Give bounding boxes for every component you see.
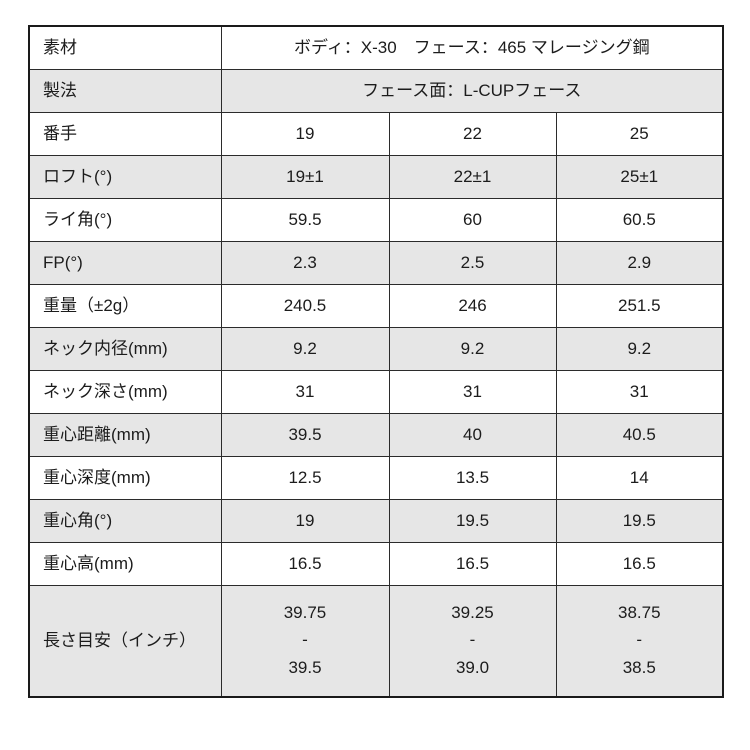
length-max-3: 38.75: [617, 602, 661, 622]
cell-cg-angle-1: 19: [220, 498, 390, 543]
cell-neck-depth-1: 31: [220, 369, 390, 414]
cell-club-number-22: 22: [388, 111, 557, 156]
cell-weight-3: 251.5: [555, 283, 724, 328]
row-label-neck-inner-diameter: ネック内径(mm): [28, 326, 222, 371]
cell-cg-angle-2: 19.5: [388, 498, 557, 543]
length-dash-1: -: [302, 630, 308, 650]
cell-cg-height-1: 16.5: [220, 541, 390, 586]
row-label-neck-depth: ネック深さ(mm): [28, 369, 222, 414]
cell-loft-2: 22±1: [388, 154, 557, 199]
cell-weight-1: 240.5: [220, 283, 390, 328]
cell-length-1: 39.75 - 39.5: [220, 584, 390, 698]
row-label-length: 長さ目安（インチ）: [28, 584, 222, 698]
cell-loft-3: 25±1: [555, 154, 724, 199]
cell-fp-2: 2.5: [388, 240, 557, 285]
table-row-club-number: 番手 19 22 25: [28, 111, 724, 156]
row-value-manufacturing: フェース面：L-CUPフェース: [220, 68, 724, 113]
length-min-1: 39.5: [288, 658, 322, 678]
row-label-manufacturing: 製法: [28, 68, 222, 113]
length-range-2: 39.25 - 39.0: [390, 602, 556, 678]
row-label-lie-angle: ライ角(°): [28, 197, 222, 242]
table-row-material: 素材 ボディ：X-30 フェース：465 マレージング鋼: [28, 25, 724, 70]
table-row-manufacturing: 製法 フェース面：L-CUPフェース: [28, 68, 724, 113]
cell-lie-angle-1: 59.5: [220, 197, 390, 242]
cell-neck-depth-3: 31: [555, 369, 724, 414]
spec-table-body: 素材 ボディ：X-30 フェース：465 マレージング鋼 製法 フェース面：L-…: [28, 25, 724, 698]
length-dash-3: -: [636, 630, 643, 650]
cell-weight-2: 246: [388, 283, 557, 328]
cell-cg-height-3: 16.5: [555, 541, 724, 586]
cell-length-2: 39.25 - 39.0: [388, 584, 557, 698]
cell-cg-angle-3: 19.5: [555, 498, 724, 543]
row-label-fp: FP(°): [28, 240, 222, 285]
cell-neck-inner-diameter-1: 9.2: [220, 326, 390, 371]
cell-cg-distance-3: 40.5: [555, 412, 724, 457]
row-label-material: 素材: [28, 25, 222, 70]
row-label-loft: ロフト(°): [28, 154, 222, 199]
cell-club-number-19: 19: [220, 111, 390, 156]
table-row-weight: 重量（±2g） 240.5 246 251.5: [28, 283, 724, 328]
row-value-material: ボディ：X-30 フェース：465 マレージング鋼: [220, 25, 724, 70]
cell-fp-1: 2.3: [220, 240, 390, 285]
length-min-3: 38.5: [622, 658, 656, 678]
length-range-1: 39.75 - 39.5: [222, 602, 389, 678]
row-label-cg-height: 重心高(mm): [28, 541, 222, 586]
table-row-cg-angle: 重心角(°) 19 19.5 19.5: [28, 498, 724, 543]
length-range-3: 38.75 - 38.5: [557, 602, 723, 678]
table-row-neck-inner-diameter: ネック内径(mm) 9.2 9.2 9.2: [28, 326, 724, 371]
length-dash-2: -: [469, 630, 476, 650]
cell-length-3: 38.75 - 38.5: [555, 584, 724, 698]
table-row-cg-depth: 重心深度(mm) 12.5 13.5 14: [28, 455, 724, 500]
table-row-fp: FP(°) 2.3 2.5 2.9: [28, 240, 724, 285]
cell-cg-depth-3: 14: [555, 455, 724, 500]
table-row-length: 長さ目安（インチ） 39.75 - 39.5 39.25 - 39.0: [28, 584, 724, 698]
cell-lie-angle-2: 60: [388, 197, 557, 242]
row-label-cg-depth: 重心深度(mm): [28, 455, 222, 500]
club-specification-table: 素材 ボディ：X-30 フェース：465 マレージング鋼 製法 フェース面：L-…: [28, 25, 725, 698]
cell-cg-depth-2: 13.5: [388, 455, 557, 500]
cell-cg-distance-1: 39.5: [220, 412, 390, 457]
table-row-cg-distance: 重心距離(mm) 39.5 40 40.5: [28, 412, 724, 457]
cell-neck-inner-diameter-2: 9.2: [388, 326, 557, 371]
row-label-weight: 重量（±2g）: [28, 283, 222, 328]
table-row-neck-depth: ネック深さ(mm) 31 31 31: [28, 369, 724, 414]
table-row-loft: ロフト(°) 19±1 22±1 25±1: [28, 154, 724, 199]
cell-neck-inner-diameter-3: 9.2: [555, 326, 724, 371]
table-row-lie-angle: ライ角(°) 59.5 60 60.5: [28, 197, 724, 242]
cell-loft-1: 19±1: [220, 154, 390, 199]
row-label-cg-angle: 重心角(°): [28, 498, 222, 543]
row-label-club-number: 番手: [28, 111, 222, 156]
cell-lie-angle-3: 60.5: [555, 197, 724, 242]
cell-cg-depth-1: 12.5: [220, 455, 390, 500]
length-min-2: 39.0: [455, 658, 490, 678]
cell-neck-depth-2: 31: [388, 369, 557, 414]
row-label-cg-distance: 重心距離(mm): [28, 412, 222, 457]
length-max-1: 39.75: [283, 602, 327, 622]
cell-cg-height-2: 16.5: [388, 541, 557, 586]
length-max-2: 39.25: [451, 602, 494, 622]
cell-club-number-25: 25: [555, 111, 724, 156]
cell-fp-3: 2.9: [555, 240, 724, 285]
table-row-cg-height: 重心高(mm) 16.5 16.5 16.5: [28, 541, 724, 586]
cell-cg-distance-2: 40: [388, 412, 557, 457]
